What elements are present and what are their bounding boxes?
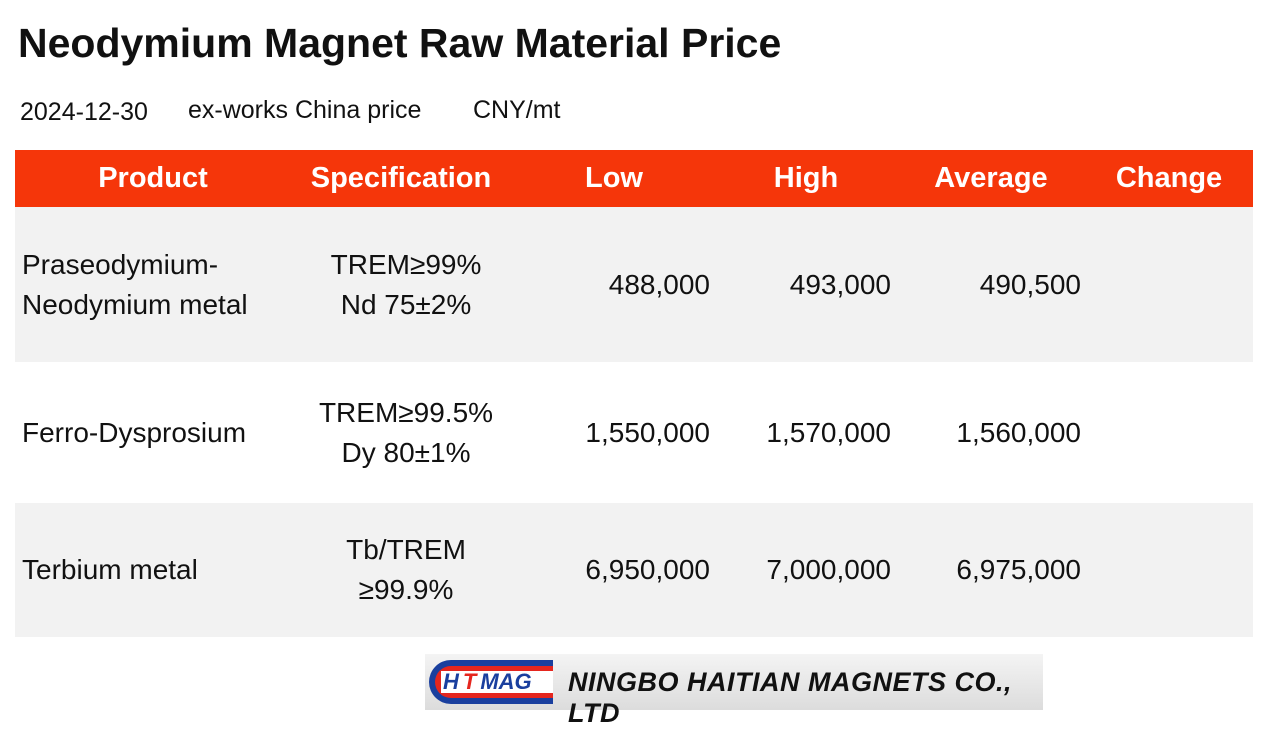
- logo-letter: T: [462, 669, 477, 694]
- spec-cell: Tb/TREM ≥99.9%: [306, 530, 506, 610]
- column-header: High: [773, 162, 839, 194]
- high-cell: 1,570,000: [766, 416, 891, 448]
- high-cell: 493,000: [789, 268, 891, 300]
- average-cell: 490,500: [979, 268, 1081, 300]
- logo-letter: H: [443, 669, 459, 694]
- high-cell: 7,000,000: [766, 554, 891, 585]
- low-cell: 6,950,000: [585, 554, 710, 585]
- basis: ex-works China price: [188, 96, 422, 124]
- spec-line: Nd 75±2%: [340, 288, 472, 320]
- average-cell: 1,560,000: [956, 416, 1081, 448]
- spec-cell: TREM≥99% Nd 75±2%: [306, 245, 506, 325]
- logo-letter: MAG: [480, 669, 532, 694]
- low-cell: 488,000: [608, 268, 710, 300]
- spec-line: TREM≥99%: [330, 248, 482, 280]
- table-header: Product Specification Low High Average Change: [15, 150, 1253, 207]
- title: Neodymium Magnet Raw Material Price: [18, 20, 782, 66]
- spec-line: ≥99.9%: [358, 574, 454, 605]
- logo-shape: [441, 671, 553, 693]
- product-line: Ferro-Dysprosium: [22, 416, 247, 448]
- spec-cell: TREM≥99.5% Dy 80±1%: [306, 393, 506, 473]
- company-name: NINGBO HAITIAN MAGNETS CO., LTD: [568, 667, 1012, 728]
- column-header: Change: [1115, 162, 1223, 194]
- column-header: Specification: [310, 162, 492, 194]
- low-cell: 1,550,000: [585, 416, 710, 448]
- table-row: Praseodymium- Neodymium metal TREM≥99% Nd 7…: [15, 207, 1253, 362]
- date: 2024-12-30: [20, 98, 148, 126]
- product-line: Terbium metal: [22, 554, 198, 585]
- column-header: Low: [585, 162, 643, 194]
- product-cell: Praseodymium- Neodymium metal: [22, 245, 248, 325]
- table-row: Ferro-Dysprosium TREM≥99.5% Dy 80±1% 1,550,…: [15, 362, 1253, 503]
- product-cell: Ferro-Dysprosium: [22, 413, 246, 453]
- product-line: Neodymium metal: [22, 288, 248, 320]
- table-row: Terbium metal Tb/TREM ≥99.9% 6,950,000 7,000…: [15, 503, 1253, 637]
- spec-line: TREM≥99.5%: [318, 396, 494, 428]
- logo-mark: H T MAG: [443, 669, 536, 695]
- column-header: Product: [98, 162, 208, 194]
- spec-line: Dy 80±1%: [341, 436, 471, 468]
- column-header: Average: [934, 162, 1048, 194]
- product-line: Praseodymium-: [22, 248, 219, 280]
- average-cell: 6,975,000: [956, 554, 1081, 585]
- logo: H T MAG NINGBO HAITIAN MAGNETS CO., LTD: [425, 654, 1043, 728]
- spec-line: Tb/TREM: [346, 534, 466, 565]
- product-cell: Terbium metal: [22, 550, 198, 590]
- unit: CNY/mt: [473, 96, 561, 124]
